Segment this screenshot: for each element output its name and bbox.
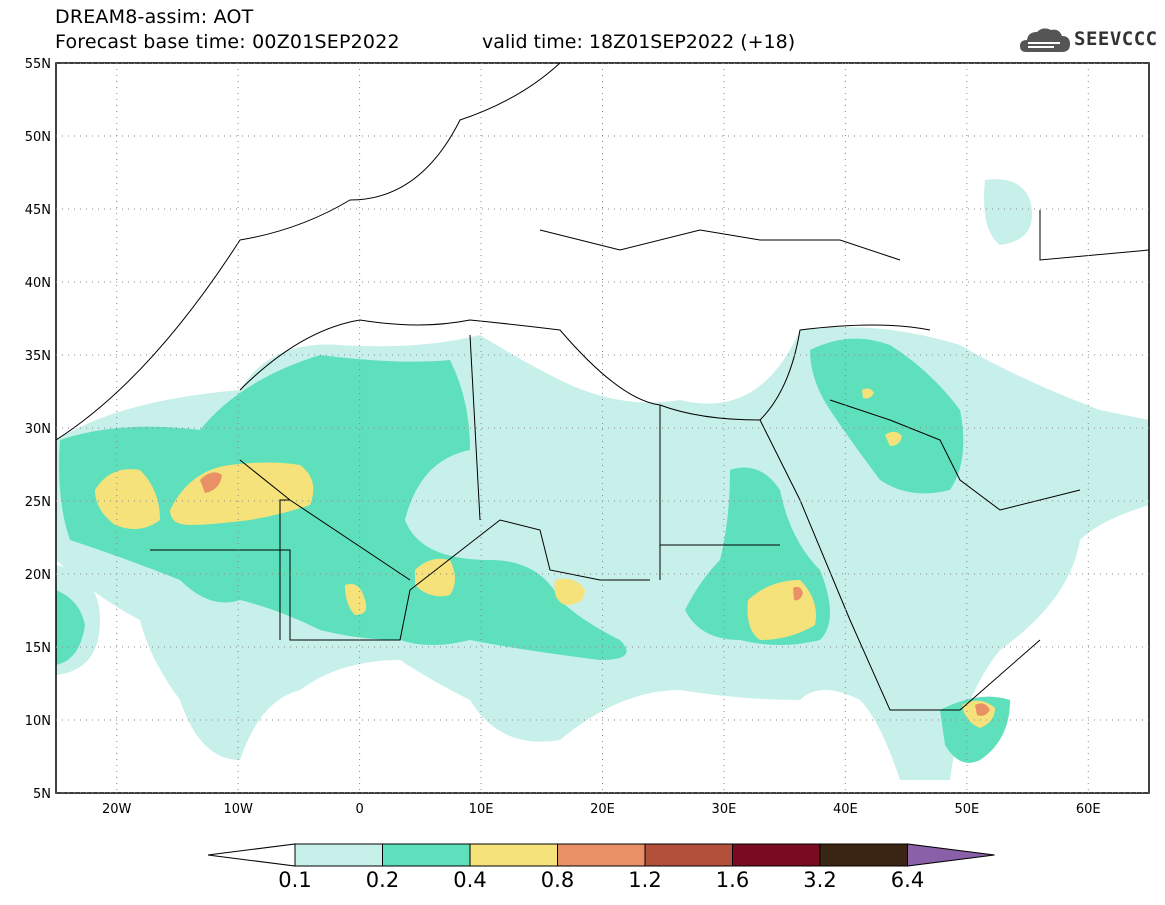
aot-band-0.2-atlantic: [56, 590, 85, 665]
lon-label: 30E: [712, 802, 737, 817]
aot-band-0.4-iraq2: [862, 388, 874, 399]
lat-lon-grid: [56, 63, 1149, 793]
lat-label: 35N: [25, 349, 51, 364]
aot-band-0.4-niger: [345, 584, 367, 615]
colorbar-box: [819, 843, 908, 867]
forecast-base-time: Forecast base time: 00Z01SEP2022: [55, 31, 400, 53]
aot-band-0.2-arabia: [810, 338, 964, 494]
cloud-logo-icon: [1020, 28, 1070, 52]
colorbar-level-label: 1.2: [628, 868, 662, 892]
colorbar-box: [644, 843, 733, 867]
colorbar-box: [732, 843, 821, 867]
valid-time: valid time: 18Z01SEP2022 (+18): [482, 31, 796, 53]
latitude-labels: 5N 10N 15N 20N 25N 30N 35N 40N 45N 50N 55N: [25, 57, 51, 802]
colorbar-level-label: 0.2: [365, 868, 400, 892]
lon-label: 50E: [954, 802, 979, 817]
lon-label: 40E: [833, 802, 858, 817]
lat-label: 55N: [25, 57, 51, 72]
colorbar-level-label: 1.6: [715, 868, 750, 892]
map-title: DREAM8-assim: AOT: [55, 6, 254, 28]
colorbar-low-arrow: [207, 843, 296, 867]
logo-text: SEEVCCC: [1074, 28, 1158, 50]
colorbar-high-arrow: [907, 843, 995, 867]
lat-label: 15N: [25, 641, 51, 656]
aot-band-0.4-chad: [554, 578, 585, 605]
aot-band-0.4-west: [95, 469, 160, 529]
lat-label: 10N: [25, 714, 51, 729]
colorbar-level-label: 0.4: [453, 868, 487, 892]
lon-label: 20W: [102, 802, 132, 817]
colorbar-box: [469, 843, 558, 867]
lon-label: 10W: [223, 802, 253, 817]
aot-band-0.8-sahara: [200, 472, 222, 493]
aot-band-0.1-caspian: [984, 179, 1032, 245]
lat-label: 20N: [25, 568, 51, 583]
longitude-labels: 20W 10W 0 10E 20E 30E 40E 50E 60E: [102, 802, 1101, 817]
lat-label: 40N: [25, 276, 51, 291]
aot-band-0.4-mali: [415, 558, 455, 597]
aot-band-0.8-somalia: [975, 703, 990, 716]
lat-label: 5N: [33, 787, 51, 802]
lat-label: 25N: [25, 495, 51, 510]
colorbar-level-label: 6.4: [890, 868, 925, 892]
lat-label: 50N: [25, 130, 51, 145]
lon-label: 60E: [1076, 802, 1101, 817]
aot-band-0.4-iraq: [885, 431, 902, 446]
lat-label: 45N: [25, 203, 51, 218]
aot-band-0.2: [59, 355, 627, 660]
lat-label: 30N: [25, 422, 51, 437]
aot-band-0.8-sudan: [793, 586, 803, 601]
colorbar-level-label: 0.1: [278, 868, 312, 892]
lon-label: 10E: [469, 802, 494, 817]
colorbar-box: [382, 843, 471, 867]
colorbar-box: [294, 843, 383, 867]
lon-label: 0: [355, 802, 363, 817]
colorbar: [207, 843, 995, 867]
colorbar-level-label: 0.8: [540, 868, 575, 892]
lon-label: 20E: [590, 802, 615, 817]
country-borders: [56, 63, 1149, 711]
colorbar-box: [557, 843, 646, 867]
colorbar-level-label: 3.2: [803, 868, 837, 892]
